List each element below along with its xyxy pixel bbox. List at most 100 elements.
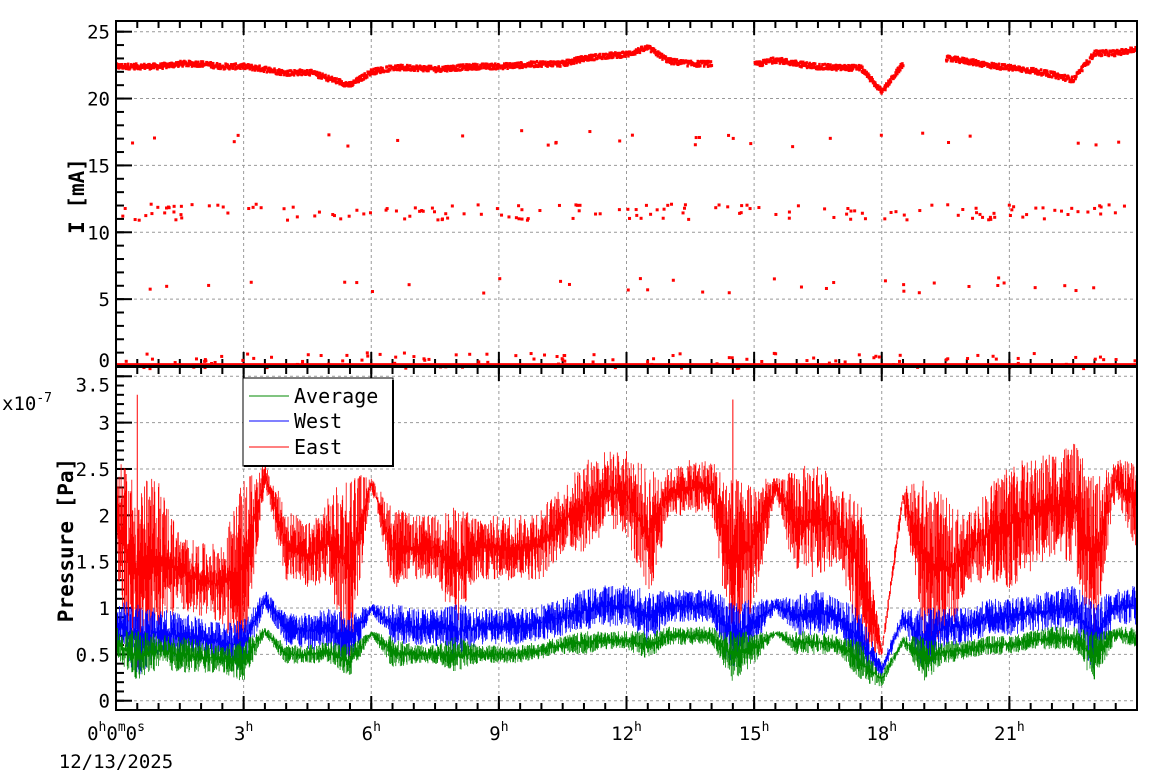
current-outlier-point [561, 358, 565, 362]
current-outlier-point [1007, 203, 1011, 207]
current-point [303, 69, 307, 73]
current-point [792, 59, 795, 63]
current-outlier-point [1099, 212, 1103, 216]
current-point [1100, 53, 1104, 57]
current-point [351, 82, 355, 86]
x-tick-label: 6h [362, 720, 381, 745]
current-point [492, 67, 495, 71]
current-outlier-point [1070, 206, 1074, 210]
current-point [634, 52, 637, 56]
current-outlier-point [646, 288, 650, 292]
current-point [589, 58, 592, 62]
current-outlier-point [1034, 206, 1038, 210]
current-outlier-point [993, 215, 997, 219]
current-axis-label: I [mA] [65, 158, 89, 234]
current-outlier-point [254, 202, 258, 206]
x-tick-label: 3h [234, 720, 253, 745]
current-outlier-point [149, 202, 153, 206]
current-outlier-point [971, 216, 975, 220]
current-point [872, 80, 876, 84]
current-point [388, 64, 391, 68]
y-tick-label: 5 [99, 289, 110, 311]
current-point [834, 63, 838, 67]
current-point [1097, 49, 1100, 53]
current-outlier-point [883, 279, 887, 283]
current-outlier-point [1063, 284, 1067, 288]
current-outlier-point [172, 204, 176, 208]
current-point [361, 77, 364, 81]
legend-east-label: East [294, 435, 342, 459]
current-point [231, 66, 235, 70]
current-outlier-point [131, 141, 135, 145]
current-outlier-point [232, 140, 236, 144]
current-outlier-point [427, 357, 431, 361]
current-outlier-point [727, 356, 731, 360]
current-point [409, 68, 413, 72]
current-point [611, 52, 614, 56]
current-outlier-point [997, 276, 1001, 280]
current-point [215, 61, 219, 65]
current-point [618, 51, 622, 55]
current-point [1112, 49, 1116, 53]
current-outlier-point [557, 203, 561, 207]
current-point [457, 68, 461, 72]
current-point [990, 61, 994, 65]
current-outlier-point [148, 367, 152, 371]
current-point [480, 66, 483, 70]
current-point [411, 65, 415, 69]
current-point [1118, 49, 1122, 53]
current-point [165, 62, 169, 66]
current-point [332, 79, 336, 83]
current-outlier-point [306, 353, 310, 357]
current-point [775, 61, 778, 65]
current-point [1007, 63, 1010, 67]
current-point [243, 62, 246, 66]
current-outlier-point [412, 355, 416, 359]
current-point [1006, 66, 1009, 70]
y-tick-label: 10 [87, 222, 110, 244]
current-outlier-point [1010, 208, 1014, 212]
current-point [472, 65, 476, 69]
current-point [1035, 69, 1039, 73]
current-point [437, 65, 440, 69]
current-outlier-point [598, 212, 602, 216]
current-outlier-point [384, 208, 388, 212]
current-point [468, 63, 471, 67]
current-point [557, 60, 560, 64]
current-outlier-point [532, 357, 536, 361]
current-point [784, 61, 788, 65]
current-point [987, 63, 991, 67]
current-point [529, 60, 533, 64]
current-outlier-point [879, 133, 883, 137]
current-point [861, 65, 864, 69]
current-point [354, 77, 358, 81]
current-outlier-point [1094, 143, 1098, 147]
current-point [293, 69, 296, 73]
current-point [142, 65, 146, 69]
current-outlier-point [1133, 359, 1137, 363]
current-point [154, 63, 157, 67]
current-point [974, 61, 977, 65]
current-outlier-point [626, 207, 630, 211]
current-outlier-point [368, 211, 372, 215]
current-outlier-point [498, 277, 502, 281]
current-point [209, 65, 213, 69]
current-point [839, 64, 842, 68]
current-outlier-point [562, 353, 566, 357]
current-point [673, 58, 677, 62]
current-point [578, 55, 581, 59]
current-outlier-point [249, 280, 253, 284]
current-point [462, 63, 465, 67]
current-point [1050, 75, 1054, 79]
current-outlier-point [860, 211, 864, 215]
current-point [467, 64, 471, 68]
current-point [167, 63, 170, 67]
current-point [1037, 69, 1041, 73]
current-point [900, 66, 904, 70]
current-point [641, 47, 644, 51]
current-point [674, 59, 678, 63]
current-point [895, 69, 899, 73]
current-point [797, 62, 801, 66]
current-point [285, 73, 289, 77]
current-point [192, 61, 196, 65]
